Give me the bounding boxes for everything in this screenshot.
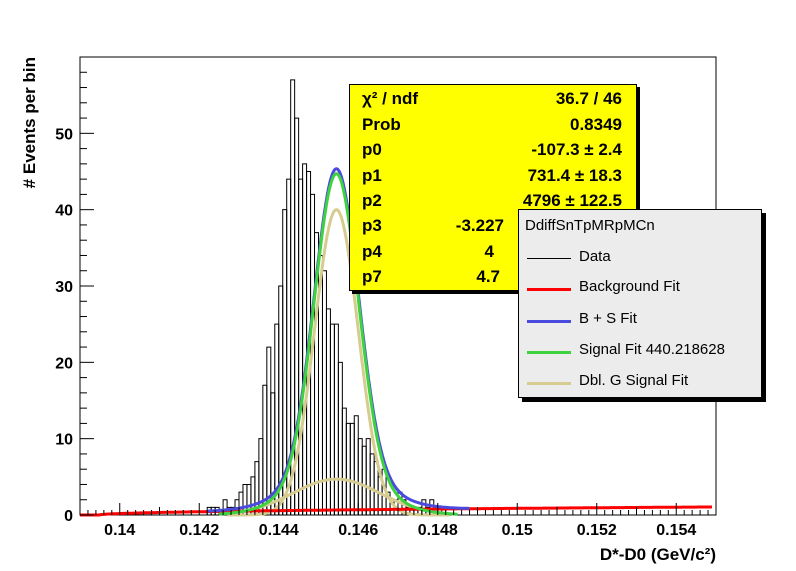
y-tick-label: 10 (55, 432, 73, 449)
x-tick-label: 0.154 (656, 522, 696, 539)
stats-value: 0.8349 (570, 115, 622, 134)
legend-label: Data (579, 248, 611, 265)
histogram-bin (321, 270, 327, 515)
legend-entry-data: Data (519, 244, 761, 274)
stats-row: p7 4.7 (362, 267, 622, 291)
stats-value: 4.7 (476, 267, 500, 286)
bs-fit-curve (206, 167, 470, 513)
stats-row: Prob 0.8349 (362, 115, 622, 139)
histogram-bin (266, 346, 272, 515)
y-tick-label: 40 (55, 203, 73, 220)
histogram-bin (325, 308, 331, 515)
histogram-bin (357, 438, 363, 515)
stats-row: p3 -3.227 (362, 216, 622, 240)
axis-layer: 0.14 0.142 0.144 0.146 0.148 0.15 0.152 0.154 0 1… (55, 56, 717, 539)
fit-curve-layer (80, 167, 713, 517)
x-tick-label: 0.146 (338, 522, 378, 539)
legend-label: Background Fit (579, 278, 680, 295)
histogram-bin (345, 422, 351, 515)
histogram-bin (302, 163, 308, 515)
histogram-bin (353, 415, 359, 515)
background-fit-curve (80, 505, 713, 517)
histogram-bin (365, 438, 371, 515)
y-tick-label: 20 (55, 355, 73, 372)
x-tick-label: 0.148 (418, 522, 458, 539)
dblg-narrow-curve (227, 208, 450, 517)
histogram-bin (369, 453, 375, 515)
stats-label: p7 (362, 267, 382, 286)
stats-label: χ² / ndf (362, 89, 419, 108)
legend-swatch (527, 320, 571, 323)
histogram-bin (341, 407, 347, 515)
x-tick-label: 0.142 (179, 522, 219, 539)
histogram-bin (361, 445, 367, 515)
stats-label: p0 (362, 140, 382, 159)
stats-label: p3 (362, 216, 382, 235)
legend-label: Dbl. G Signal Fit (579, 372, 689, 389)
legend-entry-bs-fit: B + S Fit (519, 306, 761, 336)
x-tick-label: 0.144 (259, 522, 299, 539)
x-tick-label: 0.14 (104, 522, 135, 539)
histogram-bin (421, 499, 427, 515)
histogram-bin (337, 361, 343, 515)
stats-row: p1 731.4 ± 18.3 (362, 166, 622, 190)
stats-label: p4 (362, 242, 382, 261)
legend-swatch (527, 258, 571, 259)
legend-entry-background: Background Fit (519, 274, 761, 304)
histogram-bin (298, 178, 304, 515)
stats-value: -3.227 (455, 216, 504, 235)
histogram-layer (206, 79, 447, 516)
legend-swatch (527, 288, 571, 291)
legend-title: DdiffSnTpMRpMCn (525, 217, 655, 234)
x-tick-label: 0.15 (502, 522, 533, 539)
legend-entry-signal-fit: Signal Fit 440.218628 (519, 337, 761, 367)
y-tick-label: 0 (64, 508, 73, 525)
stats-label: p1 (362, 166, 382, 185)
stats-value: -107.3 ± 2.4 (531, 140, 622, 159)
stats-value: 36.7 / 46 (555, 89, 622, 108)
x-axis-label: D*-D0 (GeV/c²) (600, 545, 716, 564)
stats-value: 4796 ± 122.5 (522, 191, 622, 210)
stats-label: Prob (362, 115, 401, 134)
y-tick-label: 50 (55, 126, 73, 143)
legend-label: B + S Fit (579, 310, 637, 327)
histogram-bin (349, 422, 355, 515)
legend-entry-dblg-fit: Dbl. G Signal Fit (519, 368, 761, 398)
legend-swatch (527, 351, 571, 354)
stats-row: χ² / ndf 36.7 / 46 (362, 89, 622, 113)
histogram-bin (333, 323, 339, 515)
x-tick-label: 0.152 (577, 522, 617, 539)
legend-swatch (527, 382, 571, 385)
histogram-bin (262, 384, 268, 515)
stats-row: p4 4 (362, 242, 622, 266)
y-axis-label: # Events per bin (20, 57, 39, 188)
stats-value: 731.4 ± 18.3 (527, 166, 622, 185)
histogram-bin (329, 323, 335, 515)
y-tick-label: 30 (55, 279, 73, 296)
stats-row: p2 4796 ± 122.5 (362, 191, 622, 215)
signal-fit-curve (219, 172, 458, 516)
legend: DdiffSnTpMRpMCn Data Background Fit B + … (518, 209, 762, 398)
legend-label: Signal Fit 440.218628 (579, 341, 725, 358)
stats-row: p0 -107.3 ± 2.4 (362, 140, 622, 164)
stats-value: 4 (484, 242, 494, 261)
stats-label: p2 (362, 191, 382, 210)
